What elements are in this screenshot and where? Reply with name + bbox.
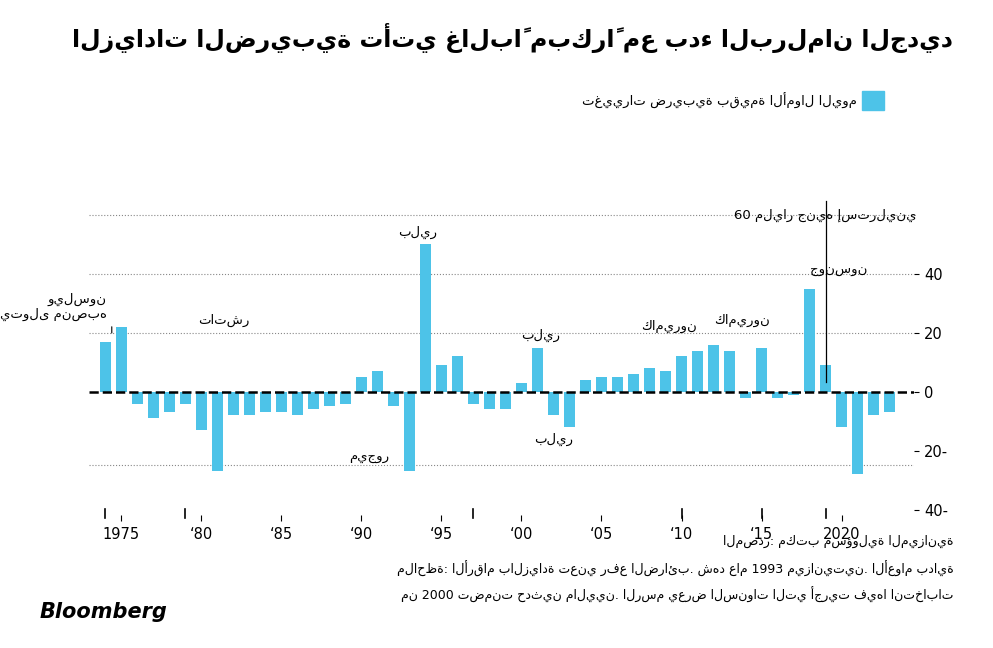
- Bar: [227, 392, 239, 415]
- Bar: [596, 377, 608, 392]
- Bar: [148, 392, 159, 418]
- Text: يتولى منصبه: يتولى منصبه: [0, 308, 107, 321]
- Bar: [292, 392, 303, 415]
- Text: كاميرون: كاميرون: [714, 314, 771, 327]
- Bar: [340, 392, 352, 404]
- Bar: [355, 377, 367, 392]
- Bar: [180, 392, 192, 404]
- Bar: [580, 380, 591, 392]
- Bar: [499, 392, 511, 410]
- Bar: [484, 392, 496, 410]
- Bar: [324, 392, 336, 406]
- Bar: [612, 377, 624, 392]
- Text: كاميرون: كاميرون: [640, 319, 696, 333]
- Bar: [164, 392, 175, 412]
- Bar: [868, 392, 880, 415]
- Bar: [820, 365, 831, 392]
- Text: تغييرات ضريبية بقيمة الأموال اليوم: تغييرات ضريبية بقيمة الأموال اليوم: [582, 93, 857, 108]
- Bar: [836, 392, 847, 427]
- Bar: [740, 392, 752, 398]
- Bar: [308, 392, 319, 410]
- Bar: [708, 345, 719, 392]
- Bar: [643, 368, 655, 392]
- Text: المصدر: مكتب مسؤولية الميزانية: المصدر: مكتب مسؤولية الميزانية: [723, 535, 953, 548]
- Bar: [676, 356, 687, 392]
- Text: 60 مليار جنيه إسترليني: 60 مليار جنيه إسترليني: [734, 209, 917, 222]
- Bar: [659, 371, 671, 392]
- Text: الزيادات الضريبية تأتي غالباً مبكراً مع بدء البرلمان الجديد: الزيادات الضريبية تأتي غالباً مبكراً مع …: [72, 23, 953, 52]
- Bar: [756, 347, 768, 392]
- Bar: [115, 327, 127, 392]
- Bar: [468, 392, 480, 404]
- Bar: [212, 392, 223, 471]
- Text: بلير: بلير: [521, 329, 560, 341]
- Bar: [259, 392, 271, 412]
- Bar: [852, 392, 863, 474]
- Bar: [196, 392, 208, 430]
- Bar: [803, 288, 815, 392]
- Text: Bloomberg: Bloomberg: [40, 602, 168, 622]
- Bar: [724, 351, 735, 392]
- Text: بلير: بلير: [398, 226, 437, 238]
- Bar: [548, 392, 559, 415]
- Bar: [787, 392, 799, 395]
- Bar: [628, 374, 639, 392]
- Bar: [371, 371, 383, 392]
- Bar: [99, 341, 111, 392]
- Bar: [884, 392, 896, 412]
- Bar: [132, 392, 143, 404]
- Bar: [531, 347, 543, 392]
- Text: جونسون: جونسون: [809, 264, 867, 277]
- Bar: [420, 244, 431, 392]
- Bar: [772, 392, 783, 398]
- Bar: [436, 365, 447, 392]
- Text: من 2000 تضمنت حدثين ماليين. الرسم يعرض السنوات التي أجريت فيها انتخابات: من 2000 تضمنت حدثين ماليين. الرسم يعرض ا…: [401, 586, 953, 603]
- Bar: [452, 356, 463, 392]
- Text: بلير: بلير: [534, 433, 573, 446]
- Bar: [243, 392, 255, 415]
- Bar: [564, 392, 575, 427]
- Text: تاتشر: تاتشر: [199, 314, 249, 327]
- Text: ملاحظة: الأرقام بالزيادة تعني رفع الضرائب. شهد عام 1993 ميزانيتين. الأعوام بداية: ملاحظة: الأرقام بالزيادة تعني رفع الضرائ…: [396, 561, 953, 577]
- Text: ويلسون: ويلسون: [48, 293, 107, 307]
- Bar: [692, 351, 703, 392]
- Text: ميجور: ميجور: [350, 450, 389, 464]
- Bar: [404, 392, 415, 471]
- Bar: [276, 392, 287, 412]
- Bar: [387, 392, 399, 406]
- Bar: [515, 383, 527, 392]
